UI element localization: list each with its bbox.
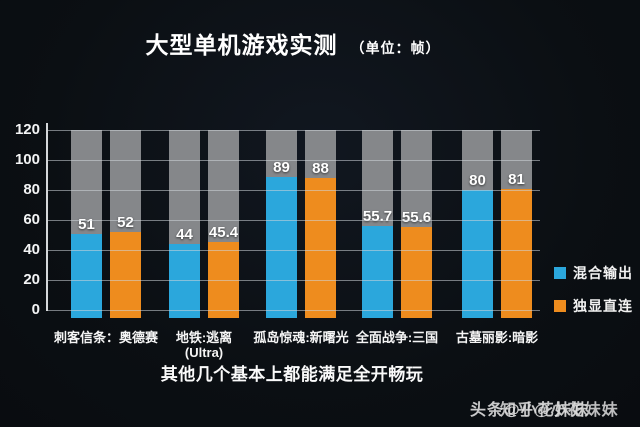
x-axis-label: 地铁:逃离 (Ultra) (175, 330, 233, 360)
bar-独显直连 (501, 188, 532, 318)
watermark-toutiao: 头条@小花妹妹 (470, 402, 589, 419)
x-axis-label: 孤岛惊魂:新曙光 (253, 330, 349, 345)
legend-label: 独显直连 (573, 298, 633, 314)
gridline-80 (47, 190, 540, 191)
y-tick-label: 40 (23, 241, 40, 258)
bar-混合输出 (362, 226, 393, 318)
bar-group: 89 88 (266, 130, 336, 318)
bar-value-label: 88 (312, 160, 329, 177)
gridline-20 (47, 280, 540, 281)
bar-value-label: 80 (469, 172, 486, 189)
chart-title-row: 大型单机游戏实测 （单位：帧） (0, 26, 586, 60)
bar-value-label: 81 (508, 170, 525, 188)
y-tick-label: 0 (31, 301, 40, 318)
x-axis-label: 刺客信条：奥德赛 (53, 330, 158, 345)
gridline-60 (47, 220, 540, 221)
bar-value-label: 51 (78, 215, 95, 233)
legend-swatch (554, 267, 566, 279)
legend-item-独显直连: 独显直连 (554, 296, 633, 316)
bar-混合输出 (266, 176, 297, 318)
x-axis-label: 古墓丽影:暗影 (455, 330, 539, 345)
bar-value-label: 44 (176, 226, 193, 243)
x-axis-label: 全面战争:三国 (355, 330, 439, 345)
chart-unit-label: （单位：帧） (350, 40, 441, 56)
y-axis-line (46, 123, 48, 311)
y-tick-label: 80 (23, 181, 40, 198)
y-tick-label: 20 (23, 271, 40, 288)
legend-label: 混合输出 (573, 265, 633, 281)
gridline-100 (47, 160, 540, 161)
bar-独显直连 (305, 178, 336, 318)
bar-混合输出 (462, 190, 493, 318)
bar-混合输出 (71, 233, 102, 318)
y-tick-label: 100 (14, 151, 40, 168)
bar-value-label: 89 (273, 158, 290, 176)
bar-group: 80 81 (462, 130, 532, 318)
bar-混合输出 (169, 244, 200, 318)
bar-group: 55.7 55.6 (362, 130, 432, 318)
bar-group: 51 52 (71, 130, 141, 318)
gridline-120 (47, 130, 540, 131)
bar-group: 44 45.4 (169, 130, 239, 318)
bar-value-label: 52 (117, 214, 134, 231)
watermark-zhihu: 知乎@小花妹妹 (500, 402, 619, 419)
y-tick-label: 120 (14, 121, 40, 138)
chart-title: 大型单机游戏实测 (145, 32, 338, 58)
bar-独显直连 (110, 232, 141, 318)
y-tick-label: 60 (23, 211, 40, 228)
bar-独显直连 (208, 241, 239, 318)
bar-value-label: 55.6 (401, 208, 432, 226)
gridline-0 (47, 310, 540, 311)
legend-item-混合输出: 混合输出 (554, 263, 633, 283)
legend-swatch (554, 300, 566, 312)
bar-独显直连 (401, 226, 432, 318)
gridline-40 (47, 250, 540, 251)
watermark-area: 头条@小花妹妹 知乎@小花妹妹 (0, 396, 640, 422)
caption-text: 其他几个基本上都能满足全开畅玩 (160, 365, 424, 384)
bar-value-label: 55.7 (362, 208, 393, 226)
bar-value-label: 45.4 (208, 223, 239, 241)
